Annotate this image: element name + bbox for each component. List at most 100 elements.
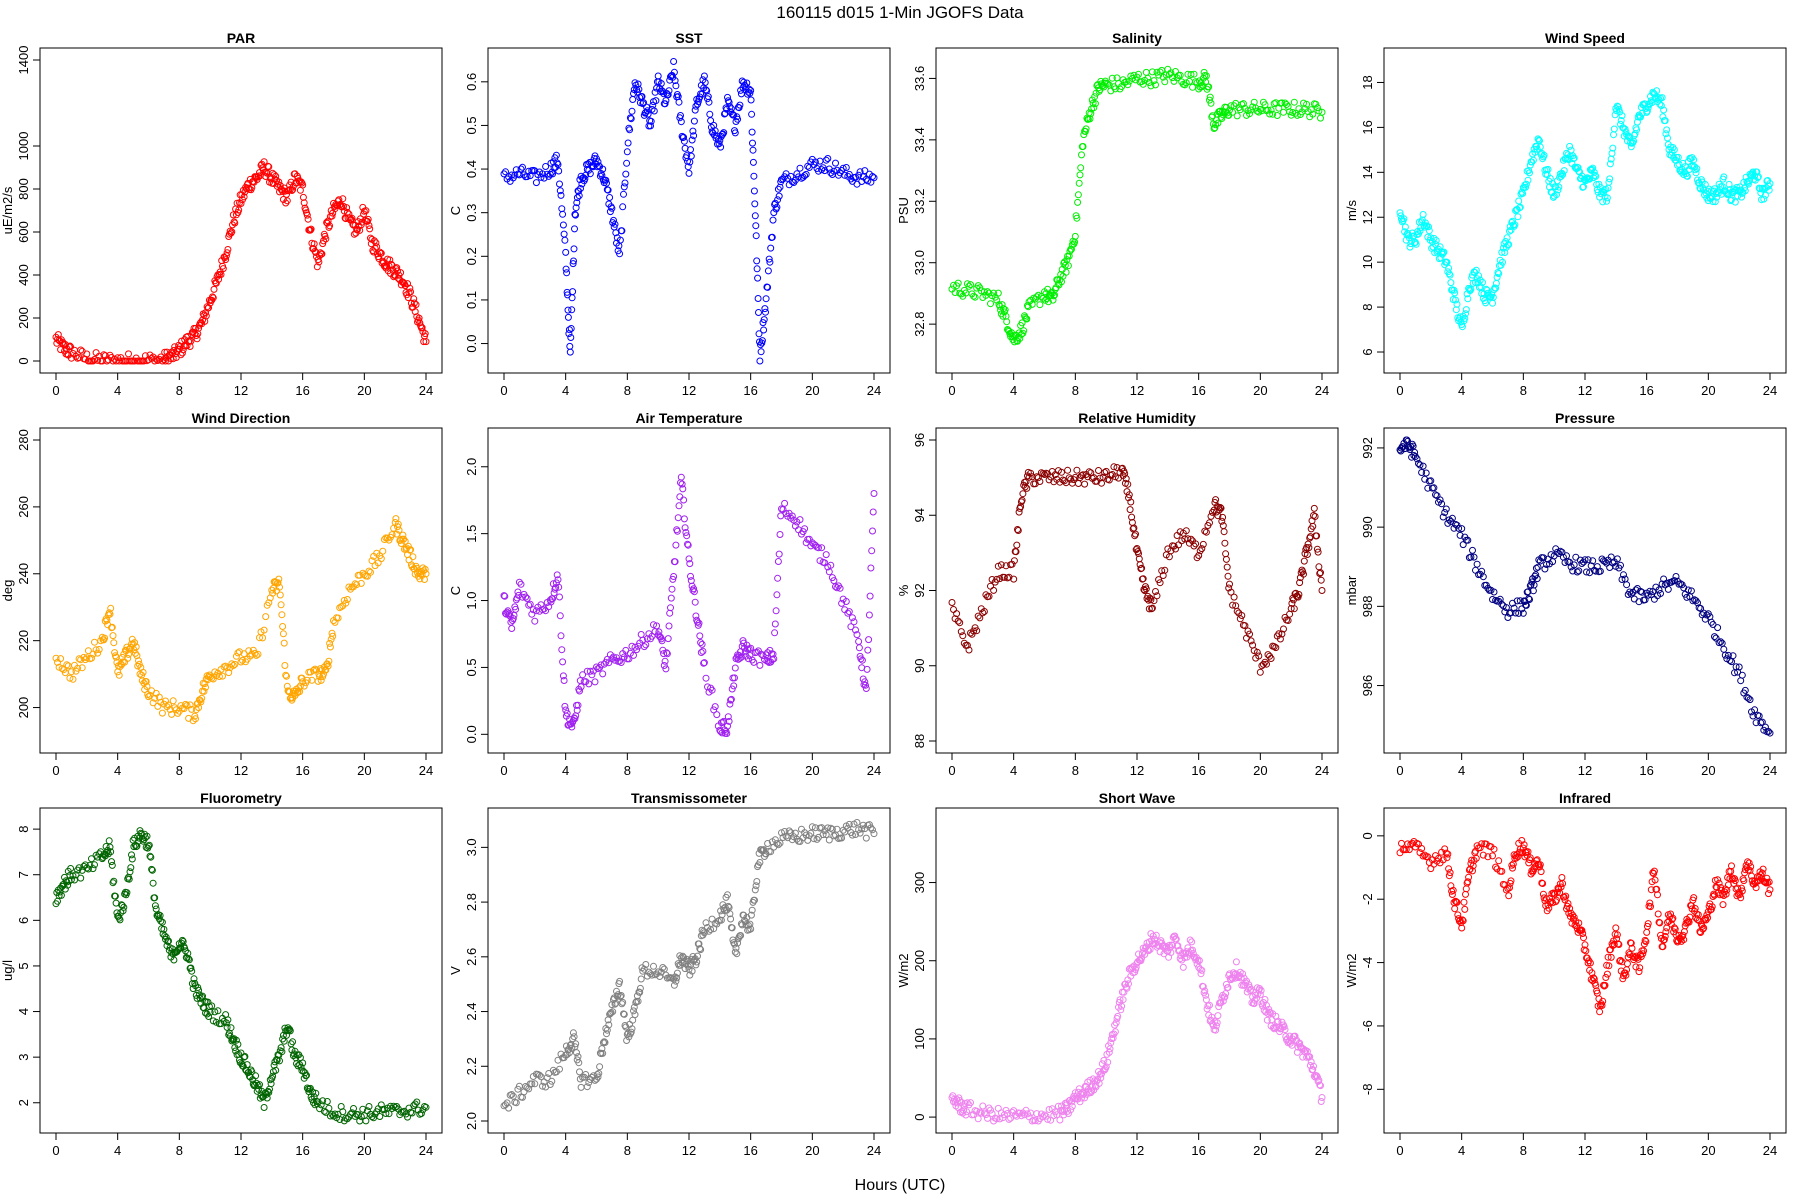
data-point — [211, 1008, 219, 1016]
data-point — [760, 326, 768, 334]
data-point — [1712, 190, 1720, 197]
data-point — [384, 534, 391, 542]
data-point — [720, 717, 728, 725]
data-point — [869, 173, 876, 180]
data-point — [307, 225, 315, 233]
data-point — [252, 651, 260, 659]
data-point — [776, 839, 784, 847]
data-point — [270, 171, 278, 179]
data-point — [324, 662, 332, 670]
data-point — [1752, 884, 1760, 892]
data-point — [183, 702, 191, 709]
data-point — [1273, 112, 1281, 119]
data-point — [648, 632, 656, 640]
data-point — [857, 655, 865, 663]
data-point — [1489, 299, 1496, 307]
data-point — [808, 823, 816, 831]
x-tick-label: 8 — [176, 1143, 183, 1158]
data-point — [1451, 289, 1459, 297]
data-point — [1212, 1022, 1220, 1030]
data-point — [994, 289, 1002, 297]
data-point — [1419, 462, 1427, 470]
data-point — [858, 825, 866, 833]
data-point — [1469, 867, 1476, 875]
data-point — [608, 1001, 616, 1009]
data-point — [1690, 156, 1698, 164]
data-point — [626, 114, 634, 122]
x-tick-label: 0 — [948, 383, 955, 398]
data-point — [1598, 1002, 1606, 1009]
data-point — [731, 664, 739, 672]
data-point — [555, 167, 563, 175]
data-point — [1050, 1112, 1058, 1120]
data-point — [791, 522, 799, 530]
data-point — [1658, 580, 1666, 588]
data-point — [731, 674, 738, 682]
y-tick-label: 8 — [16, 826, 31, 833]
data-point — [1105, 476, 1113, 484]
data-point — [855, 638, 863, 645]
data-point — [523, 595, 531, 602]
data-point — [1528, 158, 1536, 166]
data-point — [985, 1104, 993, 1112]
data-point — [198, 694, 206, 702]
data-point — [1536, 861, 1544, 869]
data-point — [821, 167, 829, 175]
data-point — [1110, 463, 1118, 471]
data-point — [1253, 648, 1261, 656]
data-point — [1663, 579, 1671, 587]
data-point — [679, 485, 687, 493]
data-point — [1161, 78, 1169, 86]
x-tick-label: 16 — [295, 763, 309, 778]
data-point — [353, 581, 361, 589]
data-point — [699, 647, 707, 655]
data-point — [1074, 191, 1082, 199]
data-point — [1669, 914, 1677, 922]
data-point — [1584, 556, 1592, 564]
data-point — [299, 181, 307, 189]
data-point — [1119, 996, 1127, 1004]
data-point — [505, 611, 513, 619]
y-tick-label: -2 — [1360, 893, 1375, 905]
y-tick-label: 2.8 — [464, 893, 479, 911]
data-point — [1460, 898, 1468, 906]
data-point — [232, 1036, 240, 1044]
data-point — [720, 129, 728, 137]
data-point — [1086, 115, 1094, 123]
data-point — [1044, 1115, 1052, 1123]
data-point — [604, 186, 612, 194]
data-point — [1290, 605, 1298, 613]
data-point — [210, 285, 218, 293]
data-point — [1617, 117, 1625, 124]
data-point — [1643, 107, 1651, 115]
data-point — [1144, 74, 1152, 82]
y-tick-label: 990 — [1360, 516, 1375, 538]
data-point — [1025, 473, 1033, 481]
data-point — [776, 183, 784, 191]
data-point — [1766, 729, 1774, 737]
data-point — [650, 621, 657, 629]
data-points — [500, 473, 878, 737]
data-point — [1701, 181, 1709, 188]
data-point — [1136, 956, 1144, 964]
data-point — [1153, 592, 1161, 600]
y-tick-label: 94 — [912, 508, 927, 522]
data-point — [593, 1075, 600, 1083]
data-point — [1513, 597, 1521, 605]
x-tick-label: 16 — [295, 383, 309, 398]
data-point — [1618, 576, 1626, 583]
plot-frame — [935, 47, 1339, 374]
data-point — [279, 630, 287, 638]
x-tick-label: 4 — [562, 763, 569, 778]
data-point — [1490, 588, 1498, 596]
data-point — [1608, 149, 1616, 157]
data-point — [1267, 106, 1275, 114]
data-point — [404, 542, 412, 550]
data-point — [1751, 706, 1759, 714]
data-point — [179, 938, 187, 945]
data-point — [724, 891, 731, 899]
x-tick-label: 20 — [1253, 1143, 1267, 1158]
data-point — [1504, 241, 1512, 249]
x-tick-label: 8 — [1520, 1143, 1527, 1158]
